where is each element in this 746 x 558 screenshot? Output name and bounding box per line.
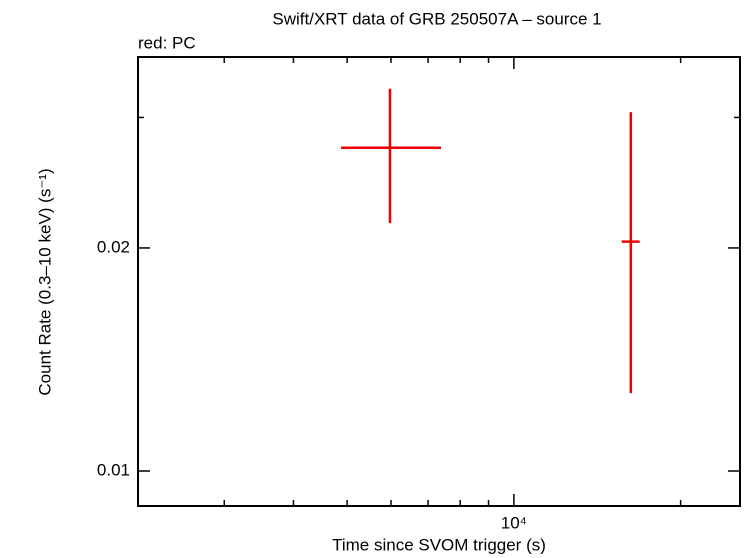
y-tick-label: 0.01 [97, 461, 130, 480]
plot-frame [137, 56, 741, 507]
x-tick-label: 10⁴ [501, 513, 527, 532]
y-tick-label: 0.02 [97, 237, 130, 256]
y-axis-label: Count Rate (0.3–10 keV) (s⁻¹) [35, 168, 54, 395]
legend-label: red: PC [138, 33, 196, 52]
chart-title: Swift/XRT data of GRB 250507A – source 1 [272, 9, 601, 28]
x-axis-label: Time since SVOM trigger (s) [332, 535, 546, 554]
